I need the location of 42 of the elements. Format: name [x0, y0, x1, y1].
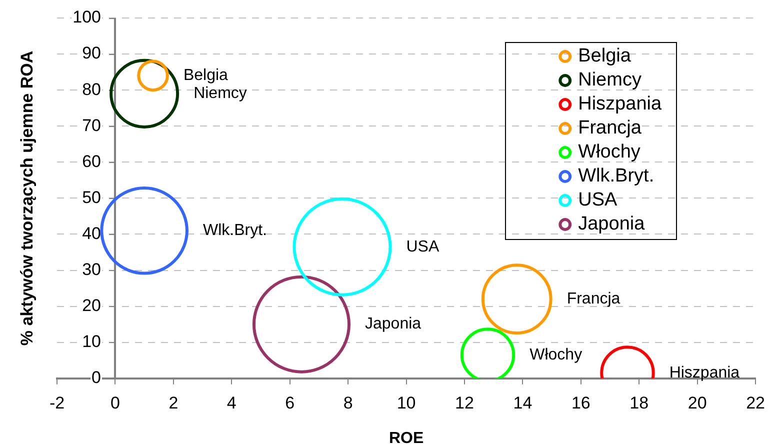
x-tick-label: -2 — [49, 393, 65, 412]
x-tick-label: 18 — [630, 393, 649, 412]
x-tick-label: 10 — [396, 393, 416, 412]
text: Francja — [566, 290, 620, 308]
y-tick-label: 90 — [82, 44, 101, 63]
text: Hiszpania — [669, 364, 740, 382]
x-tick-label: 22 — [746, 393, 766, 412]
legend-label: Niemcy — [578, 70, 642, 91]
y-tick-label: 10 — [82, 332, 101, 352]
y-tick-label: 40 — [82, 224, 101, 243]
y-tick-label: 30 — [82, 260, 101, 279]
legend-label: USA — [578, 190, 618, 211]
x-tick-label: 4 — [226, 393, 236, 412]
x-tick-label: 16 — [571, 393, 590, 412]
x-tick-label: 20 — [688, 393, 707, 412]
x-tick-label: 12 — [455, 393, 474, 412]
text: Niemcy — [194, 85, 247, 102]
y-tick-label: 100 — [72, 8, 101, 27]
x-tick-label: 6 — [285, 393, 295, 412]
y-tick-label: 60 — [82, 152, 101, 171]
text: Japonia — [365, 316, 422, 333]
x-tick-label: 8 — [343, 393, 353, 412]
text: Belgia — [183, 67, 228, 84]
x-tick-label: 14 — [513, 393, 532, 412]
y-tick-label: 50 — [82, 188, 101, 207]
y-tick-label: 80 — [82, 80, 101, 99]
y-axis-title: % aktywów tworzących ujemne ROA — [18, 50, 37, 346]
text: USA — [406, 238, 440, 256]
legend-label: Francja — [578, 118, 642, 139]
legend-label: Hiszpania — [578, 94, 662, 115]
x-tick-label: 0 — [110, 393, 120, 412]
legend-label: Belgia — [578, 46, 632, 67]
x-axis-title: ROE — [388, 430, 424, 445]
y-tick-label: 70 — [82, 116, 101, 135]
y-tick-label: 0 — [92, 368, 101, 388]
legend-label: Wlk.Bryt. — [578, 166, 654, 187]
legend-label: Włochy — [578, 142, 641, 163]
x-tick-label: 2 — [168, 393, 178, 412]
y-tick-label: 20 — [82, 296, 101, 316]
text: Włochy — [530, 346, 582, 364]
text: Wlk.Bryt. — [202, 222, 267, 240]
legend-label: Japonia — [578, 214, 646, 235]
